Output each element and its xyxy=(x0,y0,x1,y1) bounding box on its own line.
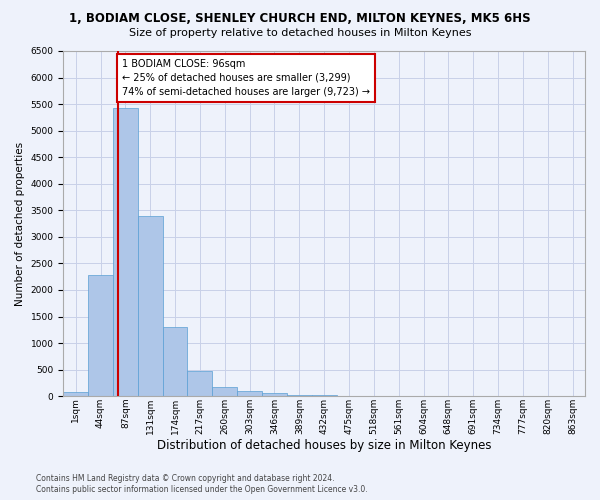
Y-axis label: Number of detached properties: Number of detached properties xyxy=(15,142,25,306)
Text: 1, BODIAM CLOSE, SHENLEY CHURCH END, MILTON KEYNES, MK5 6HS: 1, BODIAM CLOSE, SHENLEY CHURCH END, MIL… xyxy=(69,12,531,26)
Bar xyxy=(187,370,212,396)
X-axis label: Distribution of detached houses by size in Milton Keynes: Distribution of detached houses by size … xyxy=(157,440,491,452)
Bar xyxy=(163,326,187,396)
Bar xyxy=(63,392,88,396)
Text: Size of property relative to detached houses in Milton Keynes: Size of property relative to detached ho… xyxy=(129,28,471,38)
Text: 1 BODIAM CLOSE: 96sqm
← 25% of detached houses are smaller (3,299)
74% of semi-d: 1 BODIAM CLOSE: 96sqm ← 25% of detached … xyxy=(122,59,370,97)
Bar xyxy=(212,388,237,396)
Bar xyxy=(113,108,138,396)
Bar xyxy=(138,216,163,396)
Bar xyxy=(287,394,312,396)
Bar xyxy=(88,275,113,396)
Bar xyxy=(312,395,337,396)
Bar xyxy=(237,392,262,396)
Bar xyxy=(262,394,287,396)
Text: Contains HM Land Registry data © Crown copyright and database right 2024.
Contai: Contains HM Land Registry data © Crown c… xyxy=(36,474,368,494)
